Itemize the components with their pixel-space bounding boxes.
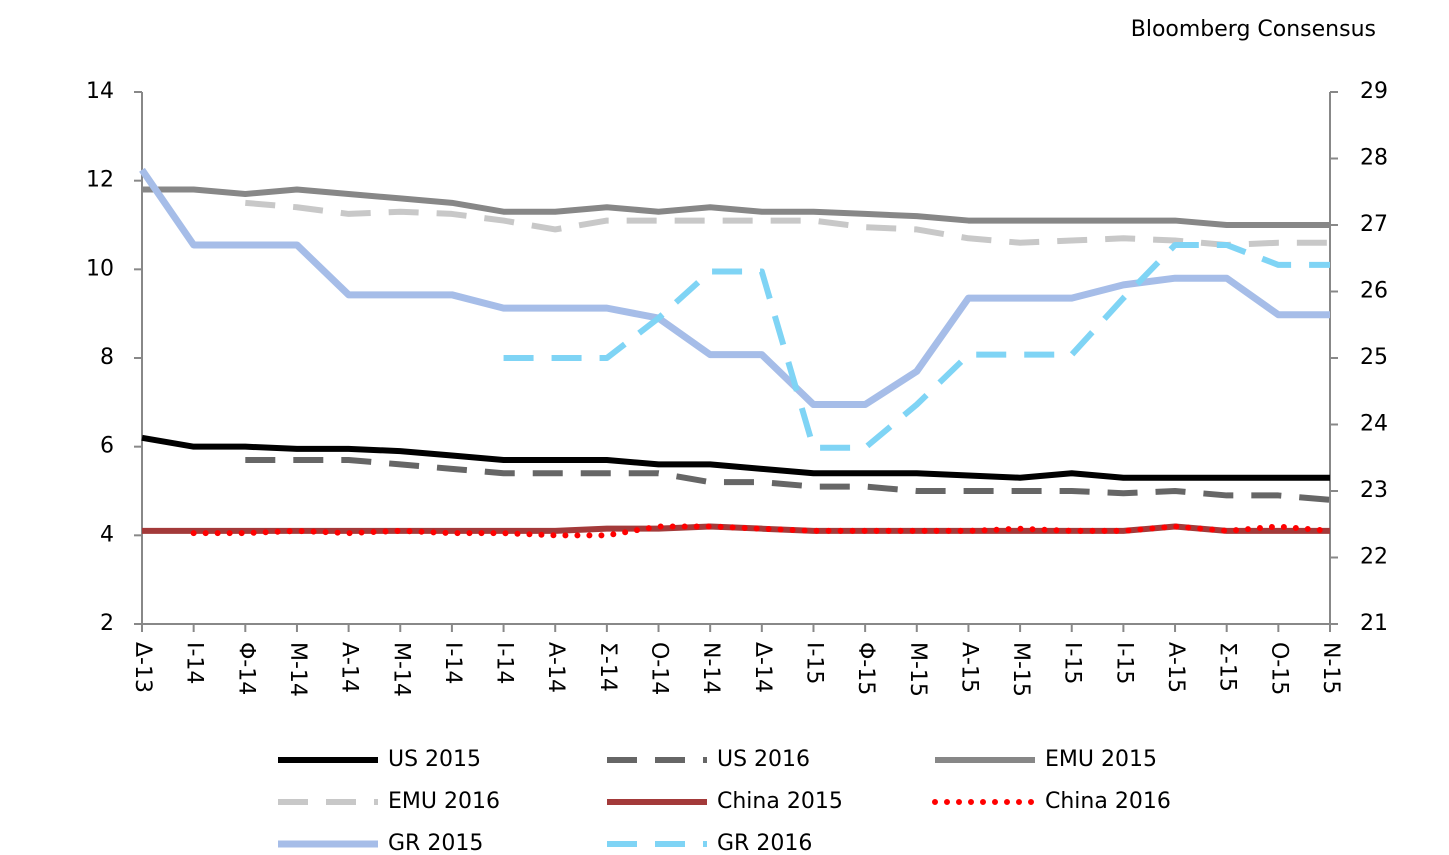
y-tick-label: 10 [86, 256, 114, 281]
x-tick-label: Ι-15 [1060, 642, 1085, 684]
annotation: Bloomberg Consensus [1131, 17, 1376, 42]
x-tick-label: Μ-14 [285, 642, 310, 697]
y-tick-label: 2 [100, 611, 114, 636]
y2-tick-label: 28 [1360, 146, 1388, 171]
x-tick-label: Α-15 [1163, 642, 1188, 693]
x-tick-label: Φ-15 [853, 642, 878, 695]
series-line [245, 456, 1331, 503]
legend-label: China 2015 [717, 789, 843, 814]
x-tick-label: Σ-14 [595, 642, 620, 692]
x-tick-label: Α-14 [543, 642, 568, 693]
x-tick-label: Δ-13 [130, 642, 155, 693]
y2-tick-label: 25 [1360, 345, 1388, 370]
legend-label: US 2015 [388, 747, 481, 772]
x-tick-label: Μ-14 [388, 642, 413, 697]
x-tick-label: Ν-14 [698, 642, 723, 694]
x-tick-label: Μ-15 [1008, 642, 1033, 697]
y-tick-label: 6 [100, 434, 114, 459]
y2-tick-label: 23 [1360, 478, 1388, 503]
x-tick-label: Ο-15 [1266, 642, 1291, 695]
y2-tick-label: 22 [1360, 545, 1388, 570]
x-tick-label: Ι-14 [440, 642, 465, 684]
x-tick-label: Ο-14 [647, 642, 672, 695]
x-tick-label: Ι-14 [182, 642, 207, 684]
x-tick-label: Ι-15 [801, 642, 826, 684]
x-tick-label: Α-14 [337, 642, 362, 693]
series-line [139, 167, 1330, 409]
legend-label: EMU 2016 [388, 789, 500, 814]
legend-label: GR 2015 [388, 831, 483, 855]
y2-tick-label: 27 [1360, 212, 1388, 237]
y-tick-label: 12 [86, 168, 114, 193]
series-line [190, 523, 1333, 539]
series-line [503, 241, 1330, 451]
legend-label: EMU 2015 [1045, 747, 1157, 772]
x-tick-label: Φ-14 [233, 642, 258, 695]
x-tick-label: Μ-15 [905, 642, 930, 697]
y2-tick-label: 29 [1360, 79, 1388, 104]
x-tick-label: Δ-14 [750, 642, 775, 693]
series-line [245, 199, 1330, 248]
x-tick-label: Α-15 [956, 642, 981, 693]
legend-label: US 2016 [717, 747, 810, 772]
y-tick-label: 14 [86, 79, 114, 104]
y2-tick-label: 26 [1360, 279, 1388, 304]
legend-label: China 2016 [1045, 789, 1171, 814]
series-line [142, 186, 1330, 228]
x-tick-label: Ν-15 [1318, 642, 1343, 694]
y2-tick-label: 24 [1360, 412, 1388, 437]
x-tick-label: Ι-15 [1111, 642, 1136, 684]
series-line [141, 434, 1330, 481]
y-tick-label: 4 [100, 522, 114, 547]
x-tick-label: Σ-15 [1215, 642, 1240, 692]
y-tick-label: 8 [100, 345, 114, 370]
y2-tick-label: 21 [1360, 611, 1388, 636]
legend-label: GR 2016 [717, 831, 812, 855]
x-tick-label: Ι-14 [492, 642, 517, 684]
